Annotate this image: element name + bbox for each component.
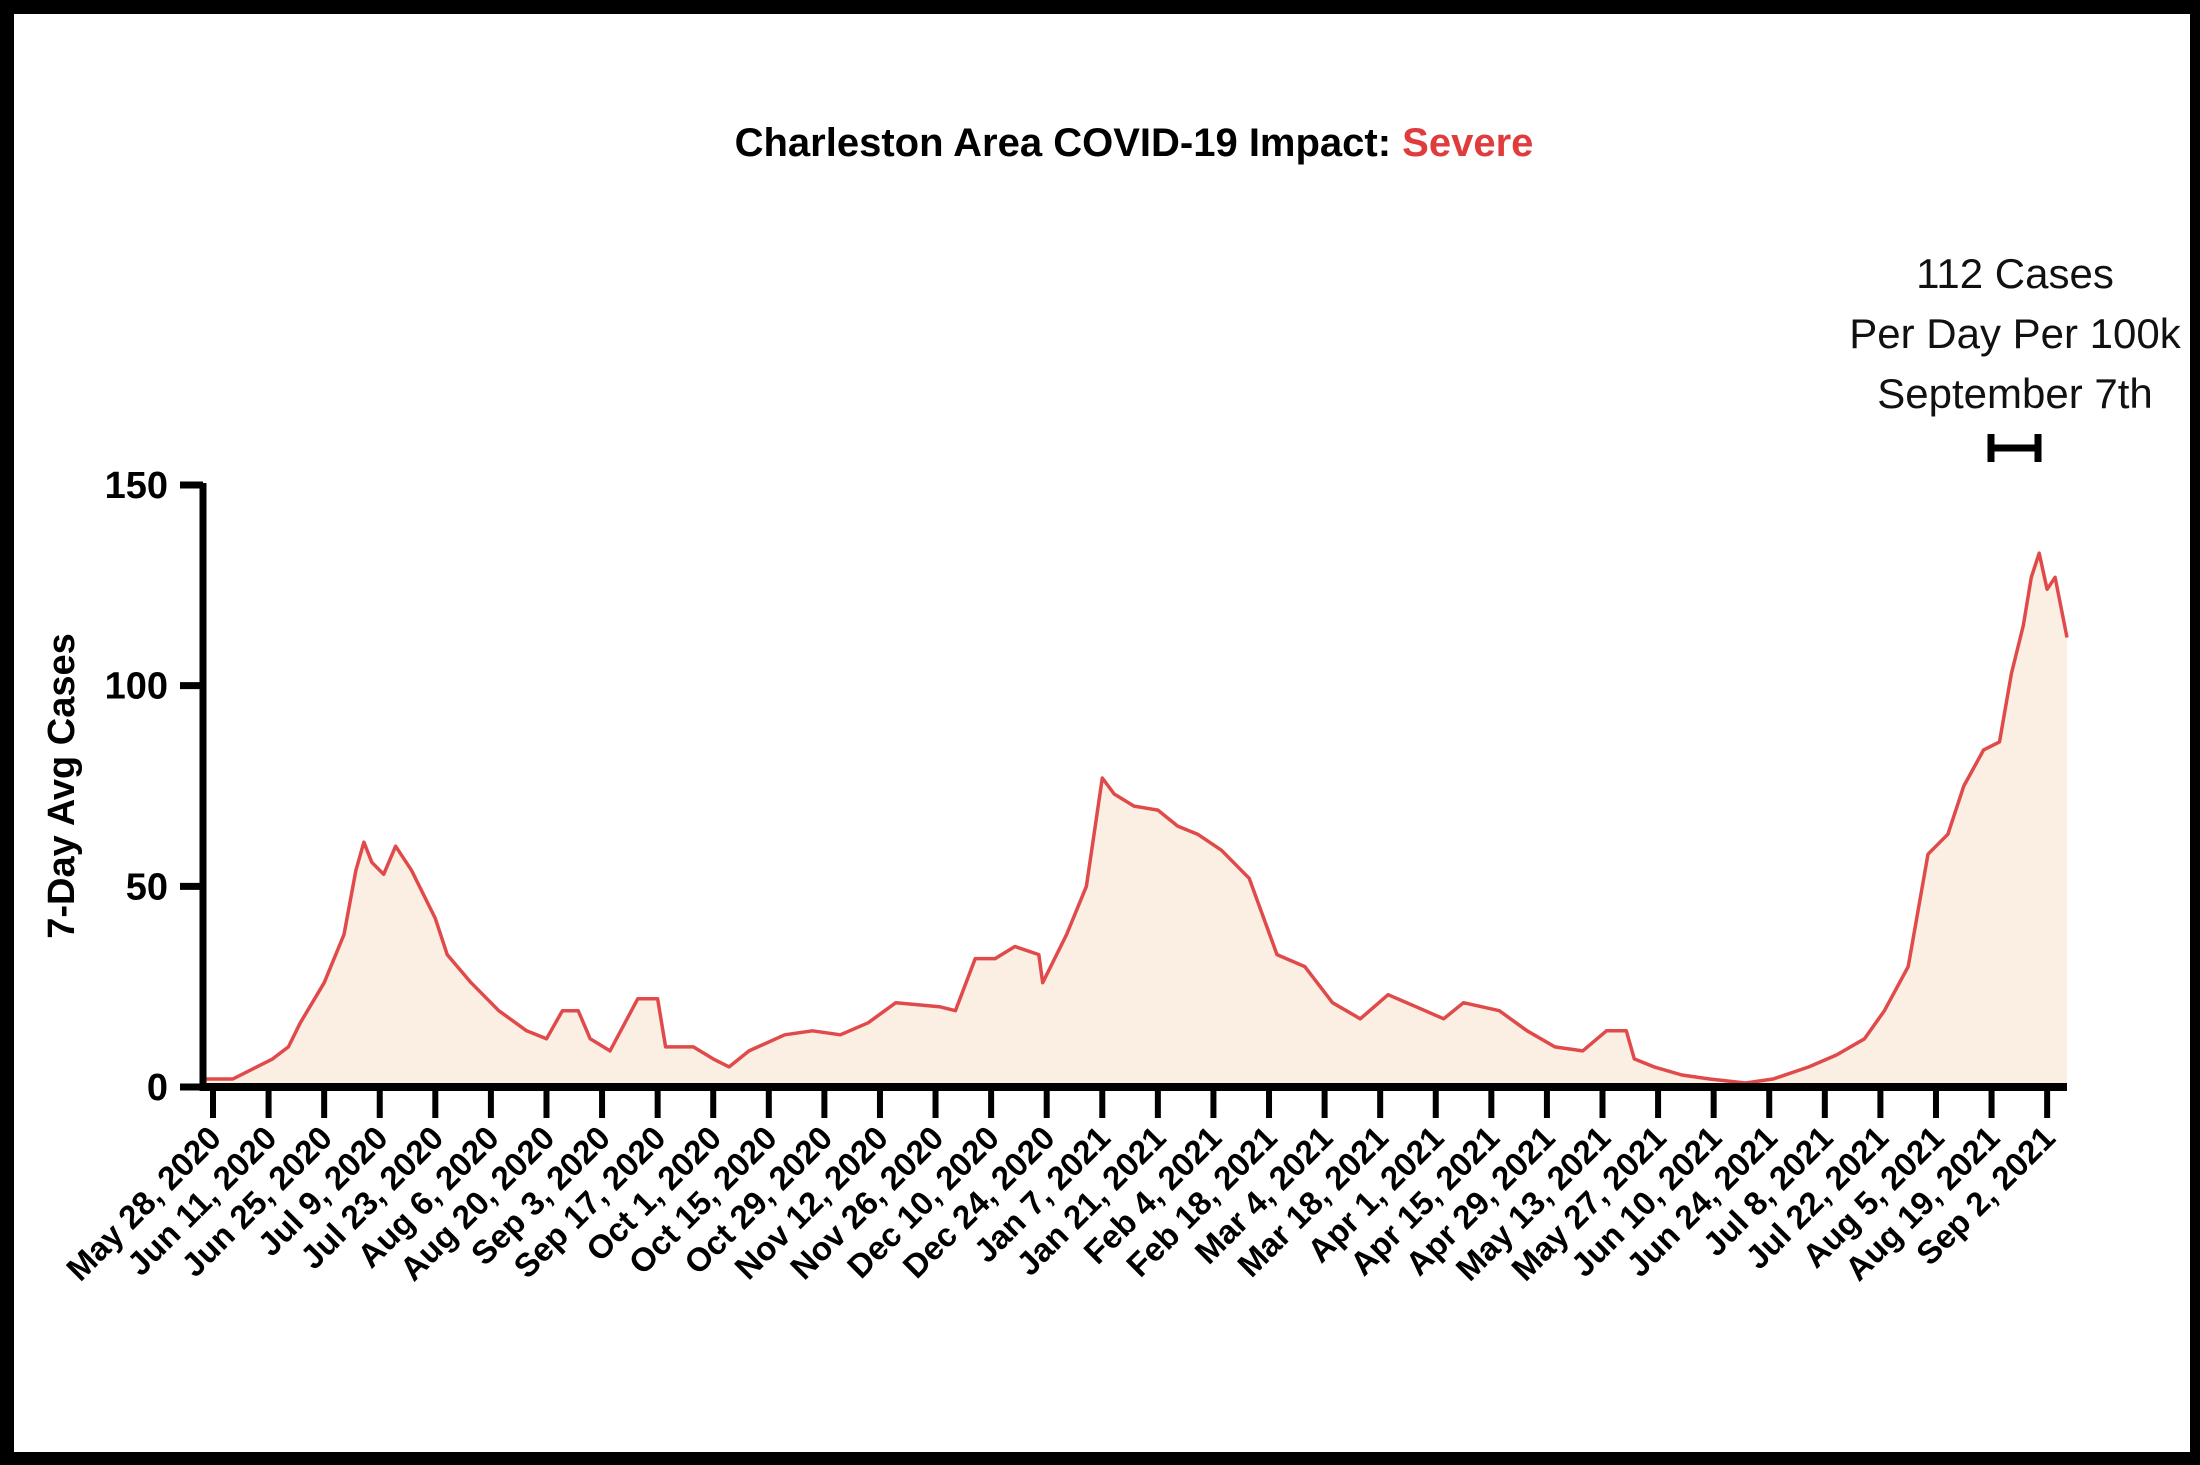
series-line	[201, 551, 2069, 1085]
title-text: Charleston Area COVID-19 Impact:	[735, 121, 1403, 165]
annotation-line-3: September 7th	[1877, 370, 2153, 417]
annotation-line-1: 112 Cases	[1916, 250, 2114, 297]
title-status: Severe	[1402, 121, 1533, 165]
covid-area-chart: Charleston Area COVID-19 Impact: Severe …	[41, 121, 2182, 1288]
y-axis-label: 7-Day Avg Cases	[41, 633, 83, 939]
annotation-bracket	[1987, 434, 2042, 462]
y-tick-label: 50	[126, 866, 168, 908]
y-tick-label: 100	[105, 666, 168, 708]
annotation-line-2: Per Day Per 100k	[1849, 310, 2181, 357]
y-tick-label: 0	[147, 1067, 168, 1109]
area-fill	[201, 553, 2068, 1087]
chart-frame: Charleston Area COVID-19 Impact: Severe …	[14, 14, 2190, 1452]
y-tick-label: 150	[105, 465, 168, 507]
chart-title: Charleston Area COVID-19 Impact: Severe	[735, 121, 1534, 165]
